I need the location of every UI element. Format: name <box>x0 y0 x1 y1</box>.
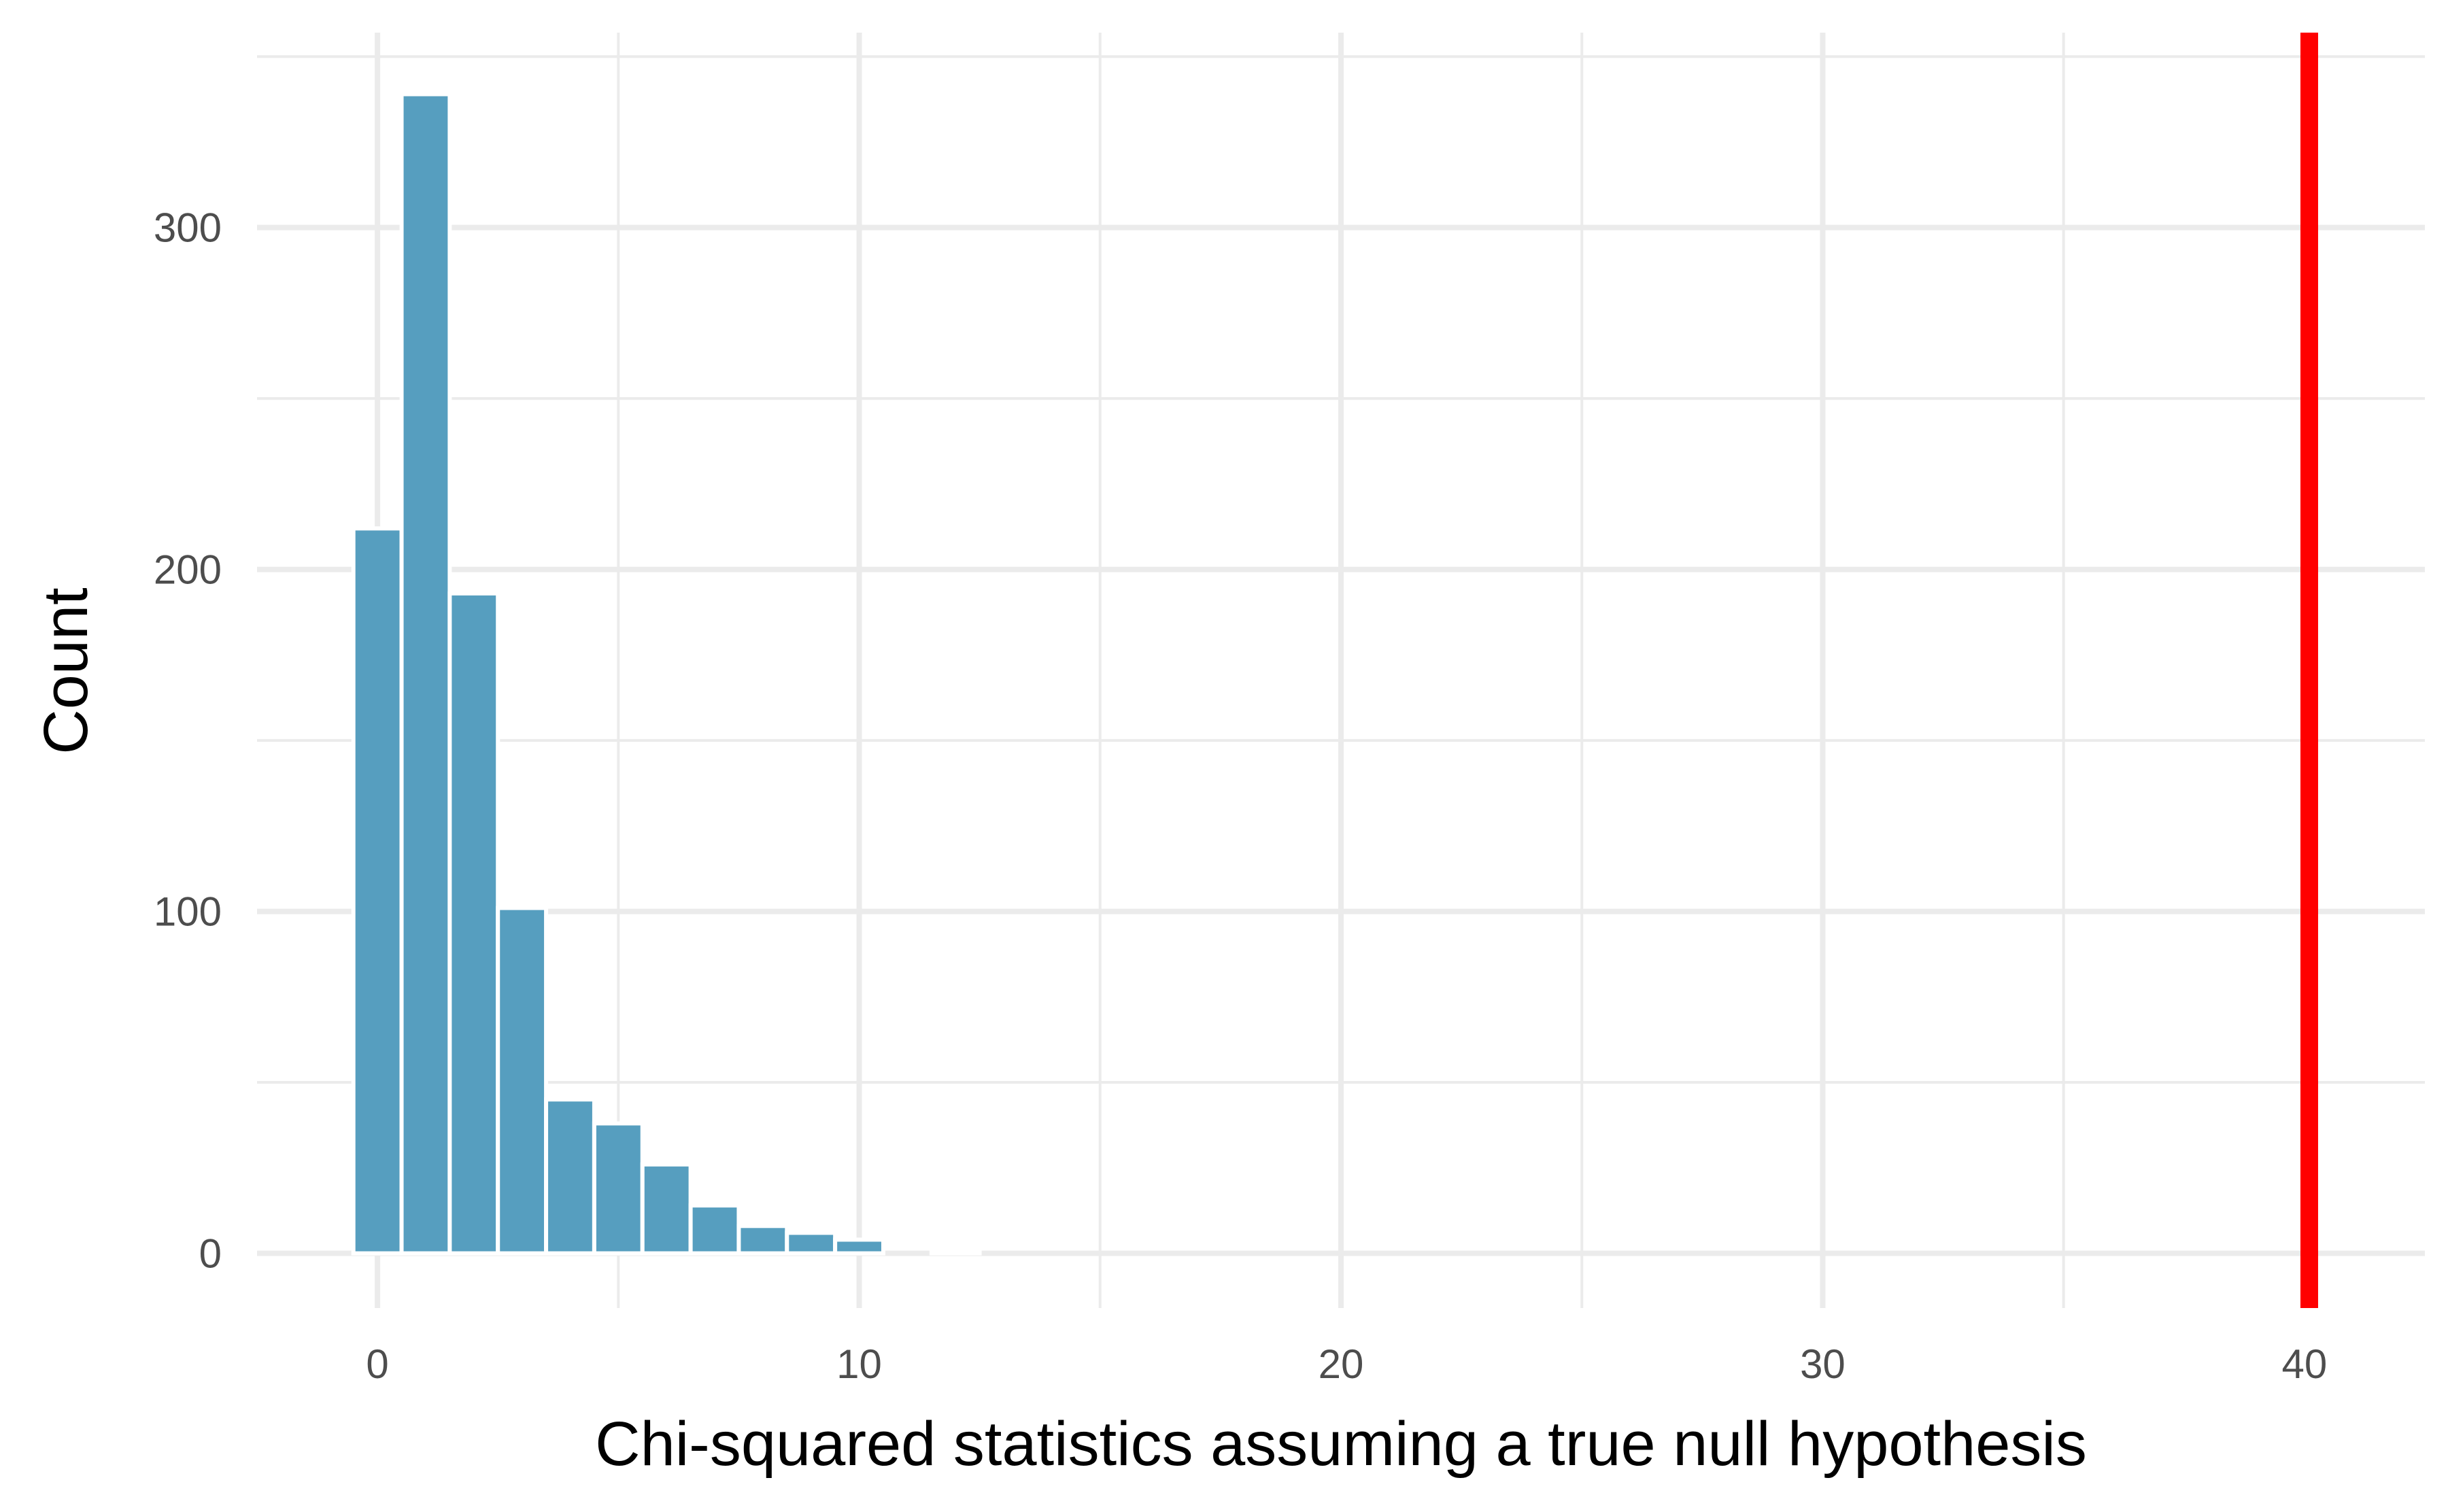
y-tick-label: 200 <box>154 547 222 593</box>
histogram-bar <box>399 92 452 1256</box>
histogram-bar <box>496 906 549 1256</box>
histogram-bar <box>833 1237 885 1256</box>
y-axis-title: Count <box>31 587 101 755</box>
histogram-bar <box>736 1224 789 1256</box>
histogram-bar <box>447 591 500 1256</box>
histogram-bar <box>592 1121 645 1256</box>
y-tick-label: 300 <box>154 205 222 251</box>
histogram-bar <box>785 1231 838 1256</box>
histogram-bar <box>351 526 404 1256</box>
histogram-bar <box>640 1162 693 1256</box>
x-axis-title: Chi-squared statistics assuming a true n… <box>595 1409 2087 1479</box>
y-tick-label: 100 <box>154 889 222 935</box>
x-axis-tick-labels: 0 10 20 30 40 <box>366 1341 2327 1387</box>
histogram-bars <box>351 92 982 1256</box>
x-tick-label: 30 <box>1800 1341 1846 1387</box>
x-tick-label: 40 <box>2282 1341 2328 1387</box>
x-tick-label: 0 <box>366 1341 388 1387</box>
histogram-bar <box>544 1097 596 1256</box>
y-tick-label: 0 <box>199 1231 222 1277</box>
histogram-bar <box>929 1248 982 1256</box>
histogram-bar <box>688 1203 741 1256</box>
x-tick-label: 10 <box>836 1341 882 1387</box>
x-tick-label: 20 <box>1319 1341 1364 1387</box>
y-axis-tick-labels: 0 100 200 300 <box>154 205 222 1277</box>
